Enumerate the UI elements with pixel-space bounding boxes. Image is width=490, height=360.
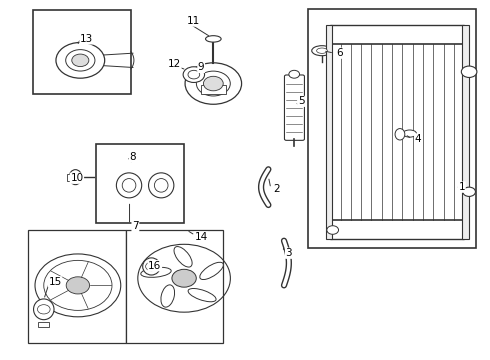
Ellipse shape [395, 129, 405, 140]
Text: 3: 3 [286, 248, 292, 258]
Circle shape [289, 70, 299, 78]
Ellipse shape [205, 36, 221, 42]
Text: 1: 1 [459, 182, 465, 192]
Text: 6: 6 [337, 48, 343, 58]
Circle shape [66, 50, 95, 71]
Ellipse shape [141, 267, 171, 277]
Ellipse shape [116, 173, 142, 198]
Text: 5: 5 [298, 96, 304, 107]
Bar [33, 10, 130, 94]
Circle shape [185, 63, 242, 104]
Circle shape [37, 305, 50, 314]
Ellipse shape [148, 173, 174, 198]
Bar [201, 85, 225, 94]
Circle shape [461, 66, 477, 77]
Bar [326, 24, 332, 239]
Text: 16: 16 [148, 261, 162, 271]
Ellipse shape [154, 179, 168, 192]
Circle shape [327, 226, 339, 234]
Text: 13: 13 [80, 34, 93, 44]
Bar [38, 322, 49, 327]
Circle shape [172, 269, 196, 287]
Ellipse shape [317, 48, 327, 53]
Bar [67, 174, 75, 181]
Circle shape [72, 54, 89, 67]
Text: 7: 7 [132, 221, 139, 231]
Ellipse shape [174, 247, 192, 267]
Ellipse shape [403, 130, 416, 137]
Bar [330, 24, 464, 239]
Circle shape [183, 67, 204, 82]
Circle shape [35, 254, 121, 317]
Text: 4: 4 [415, 134, 421, 144]
Ellipse shape [312, 46, 332, 56]
Text: 11: 11 [187, 16, 200, 26]
Bar [462, 24, 469, 239]
FancyBboxPatch shape [285, 75, 304, 140]
Circle shape [196, 71, 230, 96]
Ellipse shape [200, 262, 223, 280]
Circle shape [44, 260, 112, 310]
Bar [97, 144, 184, 223]
Ellipse shape [33, 299, 54, 320]
Circle shape [71, 174, 80, 180]
Circle shape [463, 187, 475, 197]
Bar [28, 230, 125, 342]
Ellipse shape [69, 170, 82, 185]
Text: 10: 10 [71, 173, 83, 183]
Circle shape [188, 70, 200, 79]
Text: 15: 15 [49, 277, 62, 287]
Text: 2: 2 [273, 184, 280, 194]
Text: 9: 9 [198, 63, 204, 72]
Circle shape [146, 262, 157, 271]
Circle shape [66, 277, 90, 294]
Ellipse shape [122, 179, 136, 192]
Circle shape [56, 42, 105, 78]
Text: 12: 12 [168, 59, 181, 69]
Text: 8: 8 [130, 152, 136, 162]
Ellipse shape [188, 288, 216, 302]
Text: 14: 14 [195, 232, 208, 242]
Bar [125, 230, 223, 342]
Ellipse shape [143, 258, 160, 275]
Ellipse shape [161, 285, 174, 307]
Circle shape [203, 76, 223, 91]
Bar [308, 9, 476, 248]
